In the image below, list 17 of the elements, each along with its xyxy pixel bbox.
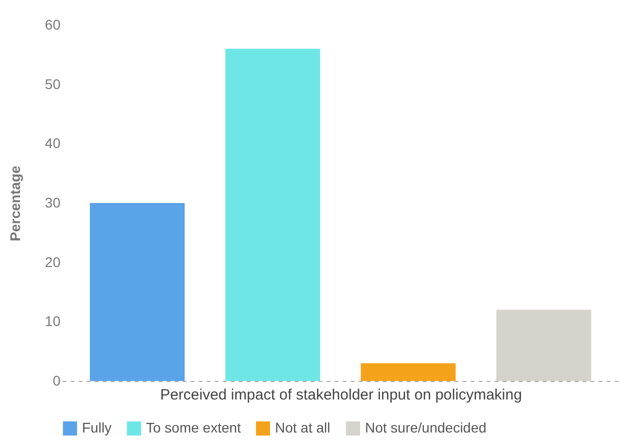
bar — [90, 203, 185, 381]
y-tick-label: 10 — [44, 313, 61, 330]
bar — [360, 363, 456, 381]
y-tick-label: 40 — [44, 135, 61, 152]
y-tick-label: 30 — [44, 194, 61, 210]
legend-label: Not sure/undecided — [365, 419, 486, 436]
y-tick-label: 50 — [44, 76, 61, 92]
bar — [225, 48, 320, 381]
y-tick-label: 60 — [44, 16, 61, 32]
y-tick-label: 0 — [52, 372, 61, 388]
bar — [496, 310, 592, 381]
x-axis-title: Perceived impact of stakeholder input on policymaking — [160, 386, 522, 404]
legend-label: Not at all — [275, 419, 330, 436]
y-axis-title: Percentage — [6, 166, 23, 242]
legend-label: To some extent — [146, 419, 242, 436]
legend-label: Fully — [82, 419, 112, 436]
y-tick-label: 20 — [44, 254, 61, 270]
